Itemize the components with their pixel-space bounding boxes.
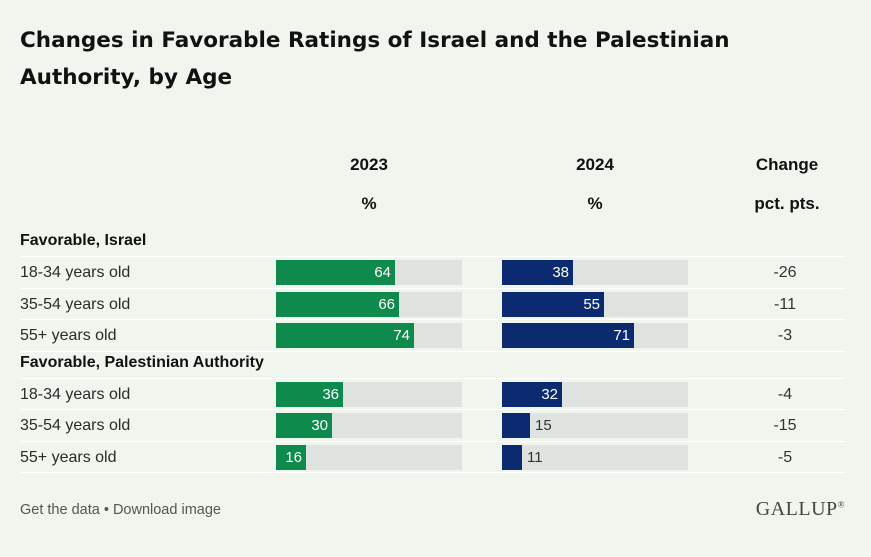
row-label: 35-54 years old (20, 295, 131, 313)
bar-track-2024: 11 (502, 444, 688, 470)
column-header-2023: 2023 (350, 155, 388, 174)
row-divider (20, 409, 845, 410)
value-label-2023: 30 (311, 417, 328, 434)
footer-links: Get the data • Download image (20, 502, 221, 518)
column-unit-2023: % (361, 194, 377, 213)
change-value: -15 (773, 417, 797, 434)
value-label-2024: 38 (552, 264, 569, 281)
row-label: 55+ years old (20, 327, 117, 344)
row-label: 35-54 years old (20, 417, 131, 434)
value-label-2023: 64 (374, 264, 391, 281)
bar-2023 (276, 413, 332, 438)
column-header-2024: 2024 (576, 155, 614, 174)
bar-2024 (502, 381, 562, 407)
gallup-logo-text: GALLUP (755, 498, 838, 520)
column-unit-2024: % (587, 194, 603, 213)
bar-2024 (502, 260, 573, 285)
value-label-2023: 36 (322, 385, 339, 403)
column-header-change: Change (755, 155, 819, 174)
gallup-logo: GALLUP® (756, 498, 845, 521)
bar-track-2024: 71 (502, 323, 688, 348)
bar-2023 (276, 260, 395, 285)
bar-track-2023: 74 (276, 323, 462, 348)
download-image-link[interactable]: Download image (112, 502, 221, 518)
value-label-2024: 71 (613, 327, 630, 344)
bar-track-2024: 55 (502, 291, 688, 317)
bar-track-2023: 30 (276, 413, 462, 438)
bar-2024 (502, 413, 530, 438)
value-label-2024: 55 (583, 295, 600, 313)
bar-2023 (276, 444, 306, 470)
bar-track-2023: 16 (276, 444, 462, 470)
group-label: Favorable, Israel (20, 232, 147, 249)
row-divider (20, 288, 845, 289)
group-label: Favorable, Palestinian Authority (20, 353, 264, 371)
chart-title: Changes in Favorable Ratings of Israel a… (20, 28, 730, 90)
bar-track-2024: 32 (502, 381, 688, 407)
value-label-2024: 15 (535, 417, 552, 434)
change-value: -3 (777, 327, 793, 344)
row-divider (20, 377, 845, 379)
change-value: -4 (777, 385, 793, 403)
bar-track-2024: 15 (502, 413, 688, 438)
change-value: -11 (774, 295, 796, 313)
bar-2023 (276, 291, 399, 317)
row-label: 55+ years old (20, 448, 117, 466)
row-divider (20, 319, 845, 320)
change-value: -26 (773, 264, 797, 281)
bar-track-2023: 36 (276, 381, 462, 407)
bar-2024 (502, 444, 522, 470)
registered-mark: ® (837, 499, 845, 510)
column-unit-change: pct. pts. (754, 194, 820, 213)
bar-2024 (502, 291, 604, 317)
value-label-2023: 74 (393, 327, 410, 344)
value-label-2023: 66 (378, 295, 395, 313)
value-label-2024: 11 (527, 448, 543, 466)
row-label: 18-34 years old (20, 264, 131, 281)
get-data-link[interactable]: Get the data (20, 502, 100, 518)
bar-track-2023: 66 (276, 291, 462, 317)
footer-separator: • (103, 502, 109, 518)
row-label: 18-34 years old (20, 385, 131, 403)
bar-track-2023: 64 (276, 260, 462, 285)
row-divider (20, 256, 845, 257)
row-divider (20, 441, 845, 442)
value-label-2024: 32 (541, 385, 558, 403)
bar-2024 (502, 323, 634, 348)
bar-2023 (276, 323, 414, 348)
row-divider (20, 351, 845, 352)
row-divider (20, 472, 845, 473)
bar-track-2024: 38 (502, 260, 688, 285)
change-value: -5 (777, 448, 793, 466)
value-label-2023: 16 (285, 448, 302, 466)
bar-2023 (276, 381, 343, 407)
